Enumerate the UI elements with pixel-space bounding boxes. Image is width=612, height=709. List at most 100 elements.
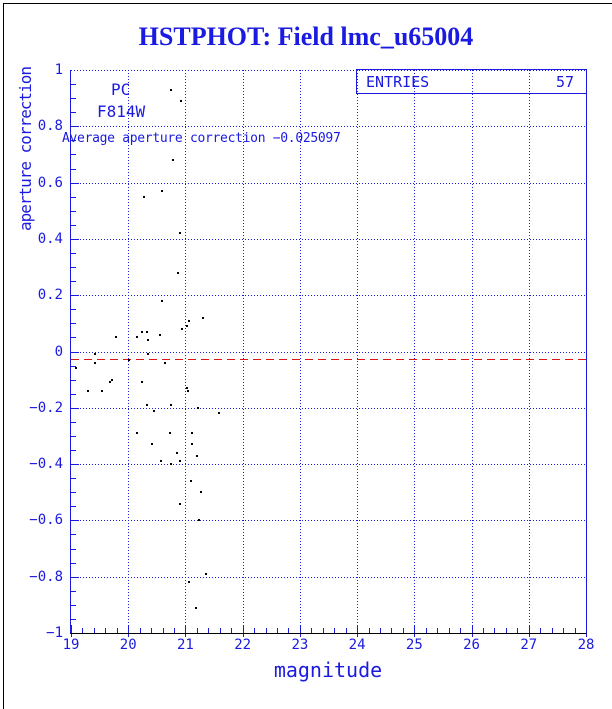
- scatter-point: [200, 491, 202, 493]
- y-minor-tick: [71, 112, 76, 114]
- scatter-point: [94, 353, 96, 355]
- x-major-tick: [242, 634, 244, 637]
- y-minor-tick: [71, 379, 76, 381]
- window-border-left: [3, 3, 4, 709]
- scatter-point: [147, 353, 149, 355]
- y-gridline: [71, 70, 586, 71]
- y-minor-tick: [71, 590, 76, 592]
- scatter-point: [195, 607, 197, 609]
- y-major-tick: [71, 464, 79, 466]
- x-minor-tick: [517, 628, 519, 633]
- y-gridline: [71, 295, 586, 297]
- y-tick-label: −0.6: [29, 512, 63, 529]
- x-major-tick: [528, 625, 530, 633]
- scatter-point: [190, 480, 192, 482]
- y-tick-label: 1: [54, 62, 63, 78]
- y-axis-title: aperture correction: [16, 66, 35, 232]
- x-minor-tick: [551, 628, 553, 633]
- x-minor-tick: [460, 628, 462, 633]
- x-minor-tick: [402, 628, 404, 633]
- x-minor-tick: [174, 628, 175, 633]
- y-minor-tick: [71, 365, 76, 367]
- x-minor-tick: [483, 628, 484, 633]
- x-minor-tick: [151, 628, 153, 633]
- scatter-point: [87, 390, 89, 392]
- scatter-point: [111, 379, 113, 381]
- x-tick-label: 21: [177, 637, 194, 653]
- x-minor-tick: [116, 628, 118, 633]
- scatter-point: [179, 232, 181, 234]
- y-major-tick: [71, 351, 79, 353]
- y-minor-tick: [71, 154, 76, 156]
- y-minor-tick: [71, 506, 76, 508]
- scatter-point: [141, 331, 143, 333]
- scatter-point: [198, 519, 200, 521]
- x-minor-tick: [265, 628, 267, 633]
- plot-title: HSTPHOT: Field lmc_u65004: [138, 22, 474, 51]
- y-tick-label: −0.8: [29, 568, 63, 585]
- scatter-point: [169, 432, 171, 434]
- x-tick-label: 22: [234, 637, 252, 653]
- x-minor-tick: [380, 628, 381, 633]
- scatter-point: [188, 581, 190, 583]
- x-tick-label: 28: [577, 637, 595, 653]
- y-minor-tick: [71, 562, 76, 564]
- scatter-point: [218, 412, 220, 414]
- x-minor-tick: [322, 628, 324, 633]
- x-minor-tick: [288, 628, 290, 633]
- scatter-point: [147, 339, 149, 341]
- plot-frame: ENTRIES 57 PC F814W Average aperture cor…: [29, 63, 594, 652]
- y-major-tick: [71, 126, 79, 128]
- x-major-tick: [242, 625, 244, 633]
- average-line: [71, 359, 586, 360]
- y-minor-tick: [71, 267, 76, 269]
- x-major-tick: [357, 634, 359, 637]
- x-minor-tick: [574, 628, 576, 633]
- x-major-tick: [414, 625, 416, 633]
- scatter-point: [191, 443, 193, 445]
- x-tick-label: 26: [463, 637, 480, 653]
- x-minor-tick: [334, 628, 336, 633]
- y-minor-tick: [71, 98, 76, 100]
- x-axis-title: magnitude: [273, 658, 383, 682]
- y-tick-label: 0.4: [37, 230, 63, 247]
- scatter-point: [188, 320, 190, 322]
- scatter-point: [151, 443, 153, 445]
- y-gridline: [71, 182, 586, 184]
- scatter-point: [161, 190, 163, 192]
- scatter-point: [164, 362, 166, 364]
- y-gridline: [71, 238, 586, 240]
- x-minor-tick: [196, 628, 198, 633]
- y-gridline: [71, 351, 586, 353]
- x-minor-tick: [391, 628, 393, 633]
- y-minor-tick: [71, 140, 76, 142]
- x-minor-tick: [437, 628, 439, 633]
- x-minor-tick: [563, 628, 565, 633]
- x-minor-tick: [345, 628, 347, 633]
- x-major-tick: [185, 625, 187, 633]
- x-major-tick: [357, 625, 359, 633]
- x-major-tick: [299, 625, 301, 633]
- y-minor-tick: [71, 168, 76, 170]
- filter-label: F814W: [97, 102, 146, 121]
- y-gridline: [71, 464, 586, 466]
- x-minor-tick: [311, 628, 313, 633]
- y-minor-tick: [71, 393, 76, 395]
- x-minor-tick: [82, 628, 84, 633]
- scatter-point: [186, 325, 188, 327]
- stats-label: ENTRIES: [366, 72, 430, 91]
- y-minor-tick: [71, 84, 76, 86]
- y-minor-tick: [71, 224, 76, 226]
- x-major-tick: [586, 634, 587, 637]
- y-tick-label: 0.2: [37, 287, 63, 304]
- window-border-top: [3, 3, 612, 4]
- x-minor-tick: [162, 628, 164, 633]
- y-tick-label: −1: [46, 625, 63, 641]
- y-minor-tick: [71, 337, 76, 339]
- scatter-point: [176, 452, 178, 454]
- y-gridline: [71, 520, 586, 522]
- scatter-point: [161, 300, 163, 302]
- y-minor-tick: [71, 450, 76, 452]
- x-major-tick: [299, 634, 301, 637]
- scatter-point: [179, 503, 181, 505]
